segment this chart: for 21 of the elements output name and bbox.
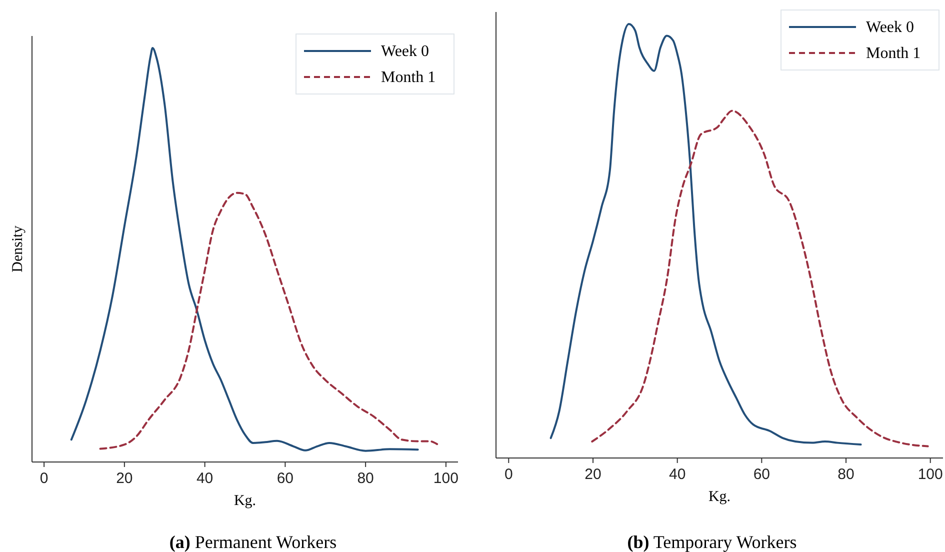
x-tick-label: 20 [584, 466, 602, 483]
x-axis-title: Kg. [708, 489, 731, 505]
x-tick-label: 80 [357, 470, 374, 487]
legend-label: Month 1 [381, 69, 436, 86]
y-axis-title: Density [10, 225, 26, 272]
x-tick-label: 60 [753, 466, 770, 483]
x-tick-label: 0 [504, 466, 513, 483]
x-tick-label: 80 [838, 466, 854, 483]
x-tick-label: 100 [918, 466, 943, 483]
legend-label: Week 0 [381, 43, 430, 60]
x-tick-label: 40 [196, 470, 214, 487]
x-tick-label: 40 [668, 466, 686, 483]
x-tick-label: 0 [40, 470, 48, 487]
x-tick-label: 60 [276, 470, 294, 487]
legend-label: Week 0 [866, 19, 914, 36]
x-tick-label: 100 [433, 470, 458, 487]
x-tick-label: 20 [116, 470, 133, 487]
text: (a) Permanent Workers [169, 532, 337, 552]
x-axis-title: Kg. [234, 493, 256, 509]
text: (b) Temporary Workers [627, 532, 797, 552]
legend-label: Month 1 [866, 45, 921, 62]
